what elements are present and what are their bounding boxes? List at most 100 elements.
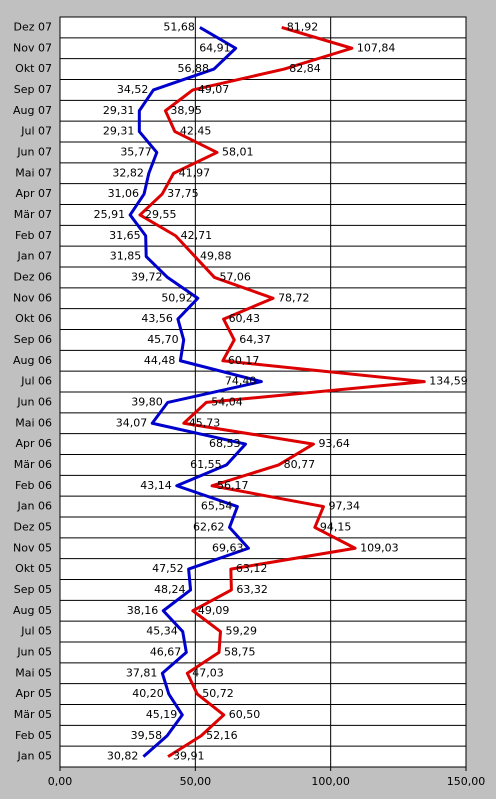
data-label: 63,12 [236, 562, 267, 575]
data-label: 37,75 [167, 187, 199, 200]
data-label: 64,91 [199, 41, 231, 54]
y-tick-label: Jul 07 [20, 125, 52, 138]
y-tick-label: Mär 05 [14, 708, 52, 721]
y-tick-label: Sep 07 [14, 83, 52, 96]
x-tick-label: 0,00 [48, 775, 73, 788]
y-tick-label: Mär 06 [14, 458, 52, 471]
y-tick-label: Nov 05 [13, 541, 52, 554]
data-label: 34,52 [117, 83, 149, 96]
data-label: 50,72 [202, 687, 234, 700]
y-tick-label: Mai 06 [15, 416, 52, 429]
x-tick-label: 50,00 [180, 775, 212, 788]
data-label: 47,52 [152, 562, 184, 575]
data-label: 93,64 [318, 437, 350, 450]
data-label: 42,45 [180, 125, 212, 138]
data-label: 94,15 [320, 520, 352, 533]
data-label: 35,77 [120, 145, 152, 158]
data-label: 107,84 [357, 41, 396, 54]
y-tick-label: Apr 07 [15, 187, 52, 200]
data-label: 60,43 [229, 312, 261, 325]
y-tick-label: Mär 07 [14, 208, 52, 221]
data-label: 31,06 [108, 187, 140, 200]
y-tick-label: Sep 05 [14, 583, 52, 596]
data-label: 29,31 [103, 125, 135, 138]
data-label: 40,20 [132, 687, 164, 700]
y-tick-label: Jan 05 [17, 750, 52, 763]
data-label: 52,16 [206, 729, 238, 742]
data-label: 38,16 [127, 604, 159, 617]
y-tick-label: Feb 07 [15, 229, 52, 242]
y-tick-label: Nov 07 [13, 41, 52, 54]
data-label: 82,84 [289, 62, 321, 75]
data-label: 45,19 [146, 708, 178, 721]
data-label: 46,67 [150, 645, 182, 658]
series-line [138, 25, 426, 758]
data-label: 45,70 [147, 333, 179, 346]
data-label: 50,92 [161, 291, 193, 304]
y-tick-label: Jan 07 [17, 250, 52, 263]
data-label: 58,01 [222, 145, 254, 158]
y-tick-label: Dez 06 [13, 270, 52, 283]
data-label: 43,14 [140, 479, 172, 492]
y-tick-label: Jul 05 [20, 625, 52, 638]
y-tick-label: Mai 07 [15, 166, 52, 179]
data-label: 65,54 [201, 500, 233, 513]
data-label: 39,80 [131, 395, 163, 408]
data-label: 58,75 [224, 645, 256, 658]
data-label: 32,82 [112, 166, 144, 179]
data-label: 49,09 [198, 604, 230, 617]
y-tick-label: Okt 05 [15, 562, 52, 575]
data-label: 39,91 [173, 750, 205, 763]
y-tick-label: Apr 05 [15, 687, 52, 700]
data-label: 51,68 [163, 20, 195, 33]
data-label: 97,34 [328, 500, 360, 513]
y-tick-label: Jul 06 [20, 375, 52, 388]
data-label: 134,59 [429, 375, 468, 388]
data-label: 39,58 [131, 729, 163, 742]
data-label: 78,72 [278, 291, 310, 304]
data-label: 81,92 [287, 20, 319, 33]
y-tick-label: Aug 06 [13, 354, 52, 367]
data-label: 49,07 [198, 83, 230, 96]
y-tick-label: Apr 06 [15, 437, 52, 450]
data-label: 63,32 [236, 583, 268, 596]
data-label: 74,40 [225, 375, 257, 388]
data-label: 69,63 [212, 541, 244, 554]
data-label: 54,04 [211, 395, 243, 408]
data-label: 38,95 [170, 104, 202, 117]
data-label: 68,53 [209, 437, 241, 450]
data-label: 47,03 [192, 666, 224, 679]
data-label: 25,91 [94, 208, 126, 221]
data-label: 49,88 [200, 250, 232, 263]
data-label: 41,97 [179, 166, 211, 179]
data-label: 80,77 [284, 458, 316, 471]
y-tick-label: Jun 07 [16, 145, 52, 158]
y-tick-label: Jun 06 [16, 395, 52, 408]
data-label: 62,62 [193, 520, 225, 533]
data-label: 42,71 [181, 229, 213, 242]
data-label: 60,17 [228, 354, 260, 367]
y-tick-label: Dez 05 [13, 520, 52, 533]
y-tick-label: Aug 07 [13, 104, 52, 117]
data-label: 34,07 [116, 416, 148, 429]
data-label: 39,72 [131, 270, 163, 283]
y-tick-label: Feb 06 [15, 479, 52, 492]
data-label: 43,56 [141, 312, 173, 325]
y-tick-label: Jun 05 [16, 645, 52, 658]
y-tick-label: Okt 07 [15, 62, 52, 75]
data-label: 48,24 [154, 583, 186, 596]
y-tick-label: Okt 06 [15, 312, 52, 325]
data-label: 56,88 [177, 62, 209, 75]
y-tick-label: Aug 05 [13, 604, 52, 617]
data-label: 57,06 [219, 270, 251, 283]
data-label: 45,34 [146, 625, 178, 638]
data-label: 29,31 [103, 104, 135, 117]
data-label: 44,48 [144, 354, 176, 367]
series-line [128, 26, 263, 758]
data-label: 64,37 [239, 333, 271, 346]
data-label: 37,81 [126, 666, 158, 679]
data-label: 59,29 [225, 625, 257, 638]
data-label: 29,55 [145, 208, 177, 221]
